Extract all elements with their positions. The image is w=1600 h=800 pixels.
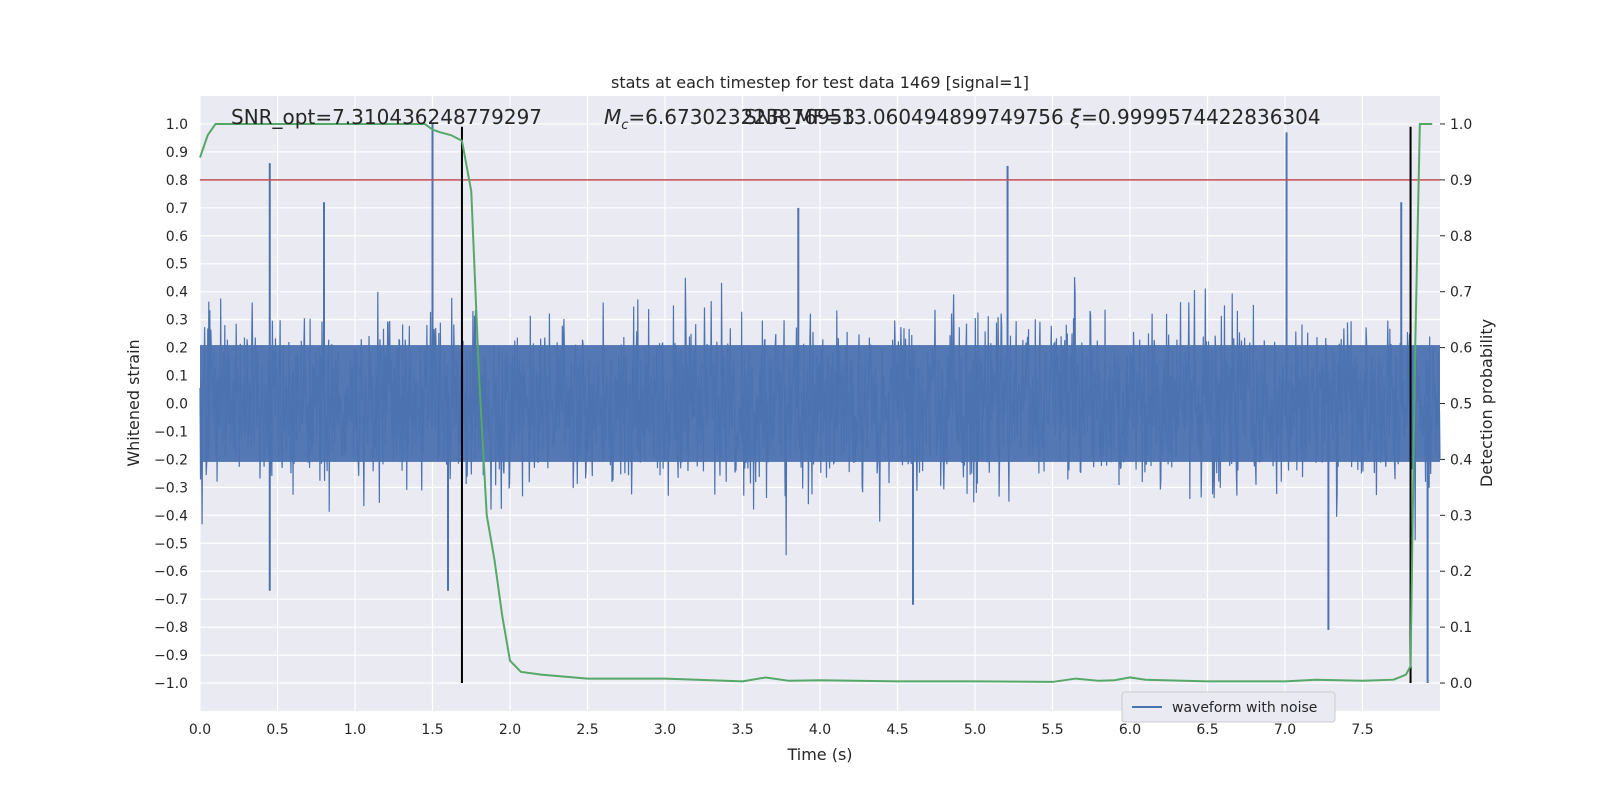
- y-tick-label: 0.4: [166, 285, 188, 301]
- y-tick-label: 0.6: [166, 229, 188, 245]
- x-tick-label: 2.0: [499, 722, 521, 738]
- y-tick-label: −0.4: [154, 508, 188, 524]
- x-tick-label: 4.0: [809, 722, 831, 738]
- y-tick-label: 0.1: [166, 369, 188, 385]
- y-tick-label: 0.3: [166, 313, 188, 329]
- x-axis-label: Time (s): [786, 745, 852, 764]
- annotation-mc: Mc=6.673023223876953: [604, 105, 855, 133]
- y2-tick-label: 0.6: [1450, 341, 1472, 357]
- legend: waveform with noise: [1121, 691, 1336, 723]
- y2-tick-label: 0.7: [1450, 285, 1472, 301]
- y2-tick-label: 0.0: [1450, 676, 1472, 692]
- probability-series: [199, 122, 1433, 683]
- x-tick-label: 4.5: [886, 722, 908, 738]
- y-axis-label: Whitened strain: [124, 339, 143, 466]
- y-tick-label: 0.0: [166, 397, 188, 413]
- y-ticks: 1.0 0.9 0.8 0.7 0.6 0.5 0.4 0.3 0.2 0.1 0.0 −0.1 −0.…: [154, 117, 188, 692]
- legend-box: [1121, 691, 1336, 723]
- overlay-lines: [200, 126, 1440, 684]
- annotation-xi: ξ=0.9999574422836304: [1069, 105, 1321, 129]
- waveform-series: [199, 123, 1441, 684]
- mc-symbol: M: [604, 105, 621, 129]
- y-tick-label: 0.8: [166, 173, 188, 189]
- y2-tick-label: 0.4: [1450, 452, 1472, 468]
- annotation-snr-mf: SNR_MF=13.060494899749756: [744, 105, 1064, 129]
- y-tick-label: −0.5: [154, 536, 188, 552]
- xi-symbol: ξ: [1069, 105, 1082, 129]
- x-tick-label: 0.5: [266, 722, 288, 738]
- y-tick-label: −0.6: [154, 564, 188, 580]
- annotation-snr-opt: SNR_opt=7.310436248779297: [231, 105, 542, 129]
- y2-axis-label: Detection probability: [1477, 319, 1496, 487]
- chart-title: stats at each timestep for test data 146…: [611, 73, 1029, 92]
- x-tick-label: 7.0: [1274, 722, 1296, 738]
- y-tick-label: 0.2: [166, 341, 188, 357]
- x-ticks: 0.0 0.5 1.0 1.5 2.0 2.5 3.0 3.5 4.0 4.5 5.0 5.5 6.0 6…: [189, 722, 1374, 738]
- y2-tick-label: 1.0: [1450, 117, 1472, 133]
- y-tick-label: −1.0: [154, 676, 188, 692]
- y-tick-label: −0.9: [154, 648, 188, 664]
- y2-tick-label: 0.3: [1450, 508, 1472, 524]
- x-tick-label: 6.5: [1196, 722, 1218, 738]
- y-tick-label: 0.7: [166, 201, 188, 217]
- x-tick-label: 1.0: [344, 722, 366, 738]
- xi-value: =0.9999574422836304: [1081, 105, 1320, 129]
- x-tick-label: 2.5: [576, 722, 598, 738]
- y2-ticks: 1.0 0.9 0.8 0.7 0.6 0.5 0.4 0.3 0.2 0.1 0.0: [1440, 117, 1472, 692]
- x-tick-label: 3.5: [731, 722, 753, 738]
- y-tick-label: −0.2: [154, 452, 188, 468]
- y-tick-label: −0.3: [154, 480, 188, 496]
- x-tick-label: 5.0: [964, 722, 986, 738]
- waveform-core-band: [200, 345, 1440, 462]
- y-tick-label: −0.7: [154, 592, 188, 608]
- y-tick-label: 0.5: [166, 257, 188, 273]
- y2-tick-label: 0.5: [1450, 397, 1472, 413]
- x-tick-label: 5.5: [1041, 722, 1063, 738]
- mc-value: =6.673023223876953: [628, 105, 855, 129]
- mc-subscript: c: [621, 118, 628, 133]
- x-tick-label: 7.5: [1351, 722, 1373, 738]
- y-tick-label: 0.9: [166, 145, 188, 161]
- x-tick-label: 0.0: [189, 722, 211, 738]
- y-tick-label: −0.1: [154, 424, 188, 440]
- x-tick-label: 3.0: [654, 722, 676, 738]
- x-tick-label: 6.0: [1119, 722, 1141, 738]
- y2-tick-label: 0.2: [1450, 564, 1472, 580]
- probability-line: [199, 122, 1433, 683]
- y2-tick-label: 0.1: [1450, 620, 1472, 636]
- y2-tick-label: 0.8: [1450, 229, 1472, 245]
- y-tick-label: −0.8: [154, 620, 188, 636]
- y2-tick-label: 0.9: [1450, 173, 1472, 189]
- x-tick-label: 1.5: [421, 722, 443, 738]
- y-tick-label: 1.0: [166, 117, 188, 133]
- legend-label: waveform with noise: [1172, 700, 1317, 716]
